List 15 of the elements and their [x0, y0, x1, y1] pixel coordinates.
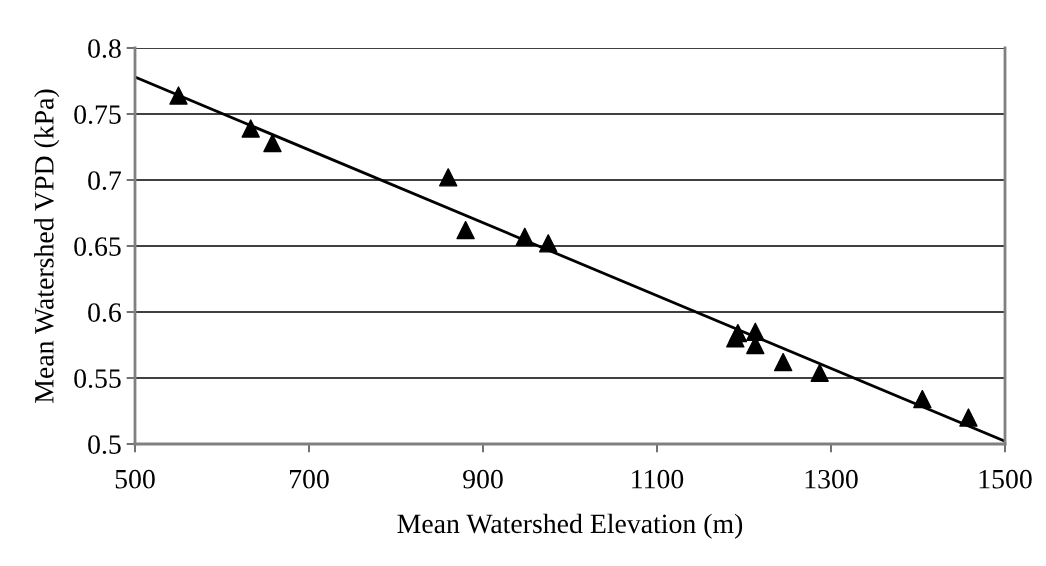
y-tick-label: 0.55 [74, 369, 121, 389]
x-tick-label: 500 [115, 469, 155, 489]
y-tick-label: 0.8 [88, 39, 121, 59]
x-tick-label: 1500 [979, 469, 1032, 489]
y-axis-title: Mean Watershed VPD (kPa) [34, 89, 60, 403]
y-tick-label: 0.5 [88, 435, 121, 455]
x-tick-label: 1300 [805, 469, 858, 489]
x-tick-label: 700 [290, 469, 329, 489]
y-tick-label: 0.6 [88, 303, 121, 323]
y-tick-label: 0.75 [74, 105, 121, 125]
y-tick-label: 0.65 [74, 237, 121, 257]
y-tick-label: 0.7 [88, 171, 122, 191]
x-tick-label: 900 [463, 469, 503, 489]
x-tick-label: 1100 [632, 469, 684, 489]
x-axis-title: Mean Watershed Elevation (m) [397, 513, 743, 539]
